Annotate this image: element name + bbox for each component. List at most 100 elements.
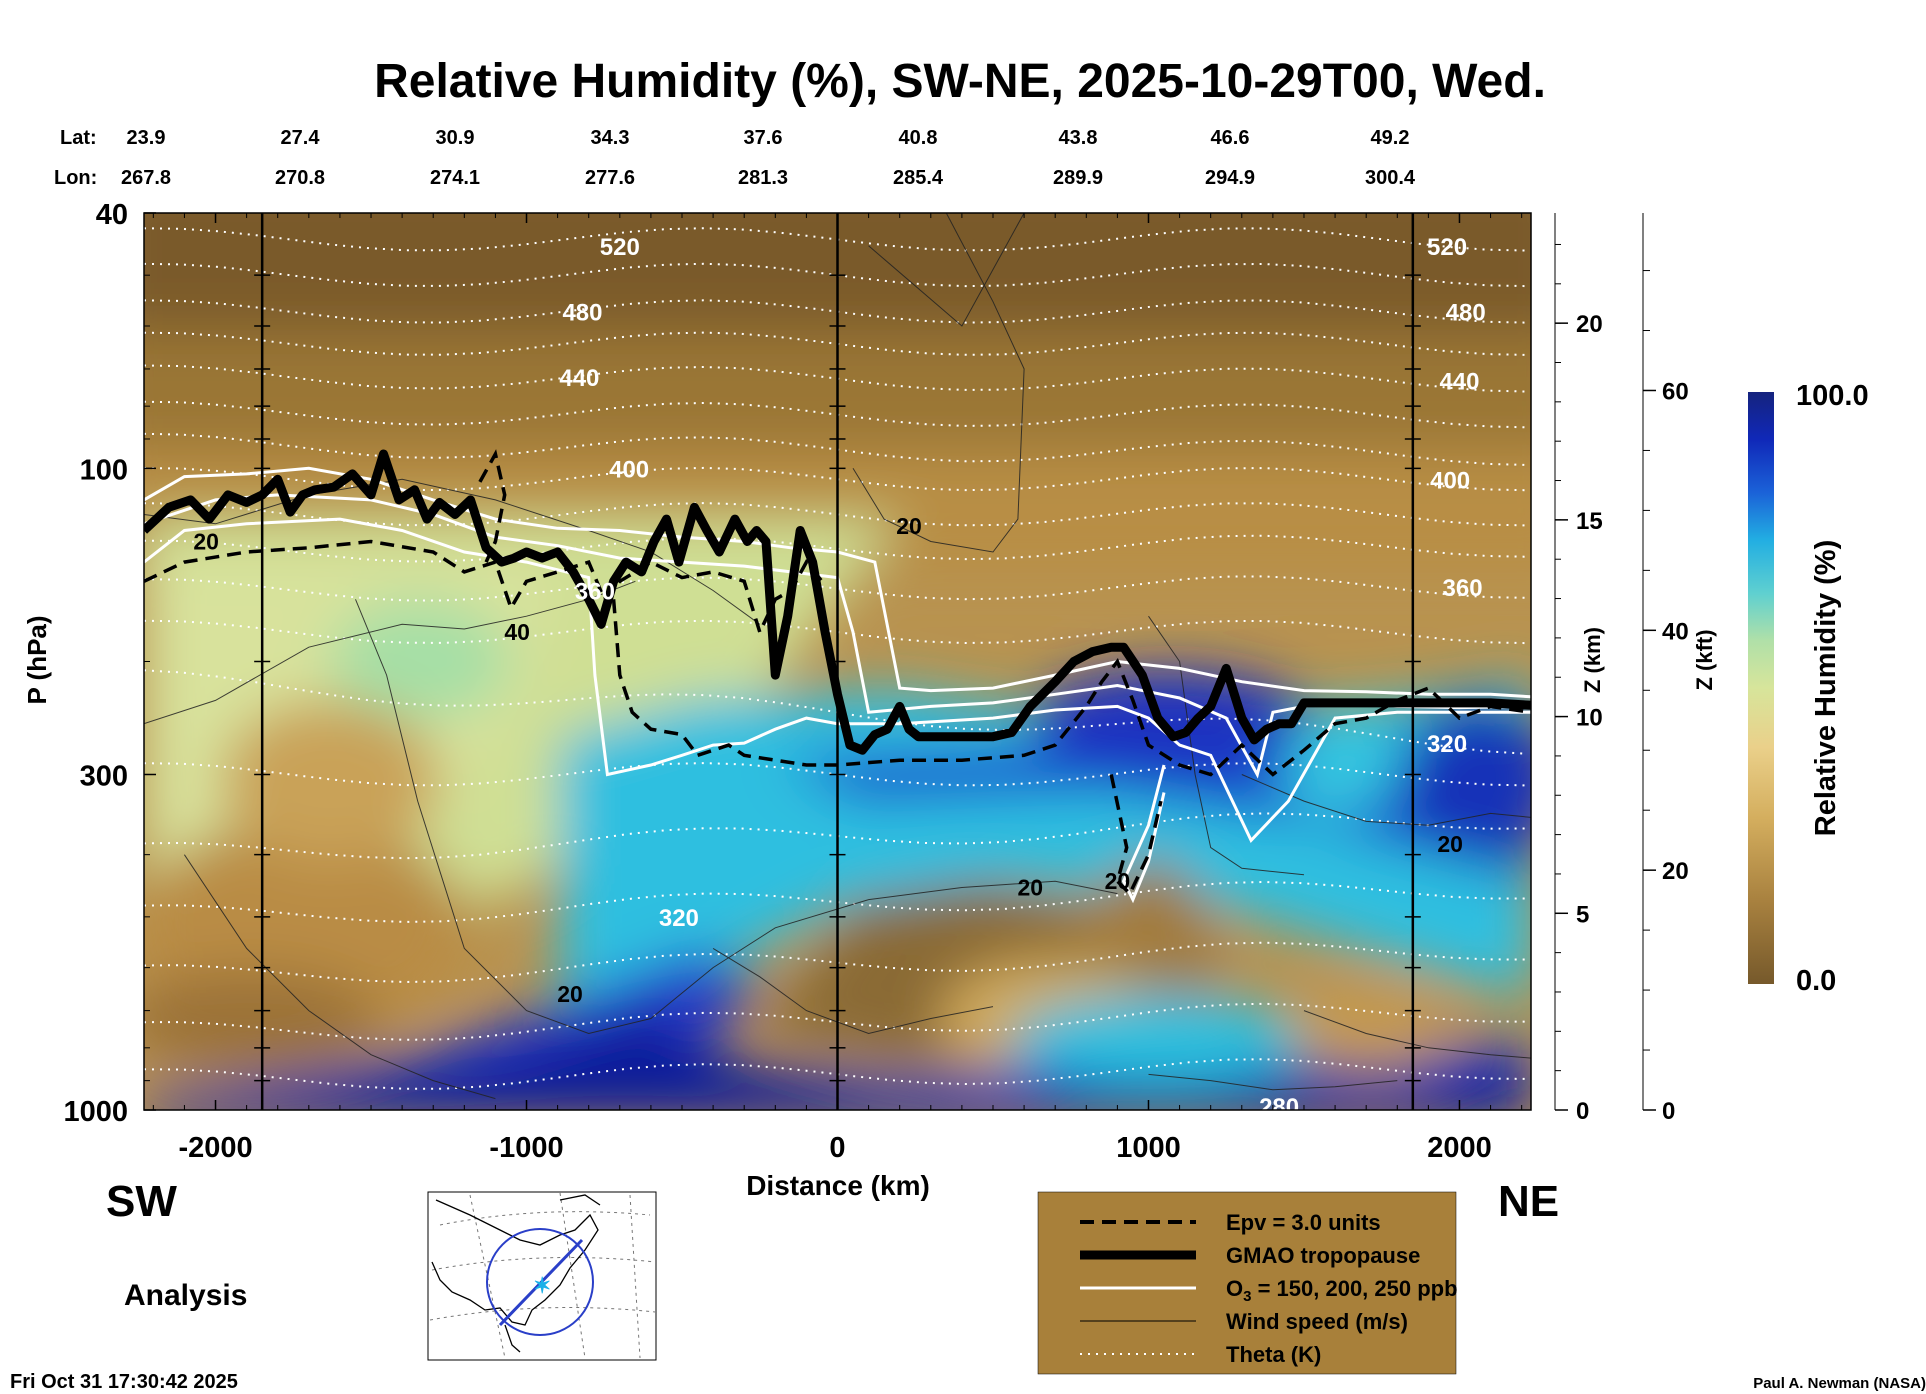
y-tick-label: 100: [80, 454, 128, 486]
epv-contour: [1109, 774, 1163, 897]
theta-contour-label: 480: [562, 300, 602, 327]
section-center-marker: ✶: [533, 1273, 551, 1298]
wind-speed-contour: [355, 599, 1118, 1035]
legend-label-tropopause: GMAO tropopause: [1226, 1243, 1420, 1268]
x-axis-label: Distance (km): [746, 1170, 930, 1201]
ozone-contour: [144, 493, 1531, 779]
lon-value: 270.8: [275, 167, 325, 189]
lat-value: 43.8: [1059, 127, 1098, 149]
legend-label-epv: Epv = 3.0 units: [1226, 1210, 1381, 1235]
legend-label-ozone: O3 = 150, 200, 250 ppb: [1226, 1276, 1458, 1305]
lat-value: 23.9: [127, 127, 166, 149]
theta-contour-label: 440: [559, 365, 599, 392]
legend: Epv = 3.0 units GMAO tropopause O3 = 150…: [1037, 1191, 1458, 1375]
y-tick-label: 40: [96, 199, 128, 231]
colorbar-max-label: 100.0: [1796, 380, 1869, 412]
y-tick-label: 300: [80, 760, 128, 792]
theta-contour-label: 440: [1439, 369, 1479, 396]
wind-speed-contour: [852, 213, 1025, 553]
lon-value: 289.9: [1053, 167, 1103, 189]
lon-value: 285.4: [893, 167, 944, 189]
theta-contour-label: 320: [659, 905, 699, 932]
legend-label-wind: Wind speed (m/s): [1226, 1309, 1408, 1334]
wind-speed-contour: [868, 213, 1025, 327]
theta-contour: [144, 669, 1525, 755]
inset-map: ✶: [427, 1191, 657, 1361]
theta-contour-label: 360: [575, 578, 615, 605]
theta-contour-label: 320: [1427, 731, 1467, 758]
colorbar-min-label: 0.0: [1796, 965, 1836, 997]
z-kft-tick-label: 60: [1662, 378, 1689, 405]
inset-map-frame: [427, 1191, 657, 1361]
theta-contour-label: 280: [1259, 1094, 1299, 1121]
epv-contour: [144, 539, 824, 637]
plot-area: 520480440400360320520480440400360320280 …: [144, 213, 1531, 1121]
x-tick-label: -1000: [489, 1132, 563, 1164]
lat-value: 46.6: [1211, 127, 1250, 149]
x-tick-label: 2000: [1427, 1132, 1492, 1164]
colorbar: 100.0 0.0 Relative Humidity (%): [1748, 380, 1869, 997]
theta-contour-label: 520: [600, 234, 640, 261]
z-km-tick-label: 5: [1576, 901, 1589, 928]
theta-contour-label: 360: [1443, 575, 1483, 602]
theta-contour-label: 520: [1427, 234, 1467, 261]
lon-value: 267.8: [121, 167, 171, 189]
lon-value: 294.9: [1205, 167, 1255, 189]
wind-contour-label: 20: [193, 528, 219, 554]
north-america-outline: [431, 1194, 601, 1353]
ozone-contour: [144, 517, 1531, 844]
lat-lon-header: Lat: Lon: 23.9 27.4 30.9 34.3 37.6 40.8 43.8 46…: [54, 127, 1416, 189]
sw-label: SW: [106, 1177, 177, 1226]
z-km-tick-label: 0: [1576, 1098, 1589, 1125]
range-circle: [486, 1228, 594, 1336]
colorbar-title: Relative Humidity (%): [1810, 540, 1842, 837]
wind-speed-contour: [1148, 615, 1305, 876]
z-km-tick-label: 20: [1576, 311, 1603, 338]
z-km-tick-label: 15: [1576, 508, 1603, 535]
wind-contour-label: 20: [1018, 874, 1044, 900]
legend-label-theta: Theta (K): [1226, 1342, 1321, 1367]
wind-contour-label: 40: [504, 619, 530, 645]
z-kft-tick-label: 0: [1662, 1098, 1675, 1125]
x-tick-label: 0: [829, 1132, 845, 1164]
z-km-tick-label: 10: [1576, 705, 1603, 732]
wind-speed-contour: [183, 854, 496, 1100]
lon-value: 281.3: [738, 167, 788, 189]
theta-contour-label: 400: [1430, 467, 1470, 494]
epv-contour: [478, 449, 507, 563]
wind-speed-contour: [1241, 774, 1531, 826]
analysis-label: Analysis: [124, 1279, 247, 1312]
credit: Paul A. Newman (NASA): [1753, 1375, 1926, 1392]
z-kft-tick-label: 40: [1662, 618, 1689, 645]
lat-value: 27.4: [281, 127, 321, 149]
lat-value: 34.3: [591, 127, 630, 149]
epv-contour: [611, 599, 1531, 777]
timestamp: Fri Oct 31 17:30:42 2025: [10, 1371, 238, 1393]
z-kft-axis-label: Z (kft): [1692, 629, 1717, 690]
wind-speed-contour: [144, 580, 636, 725]
ne-label: NE: [1498, 1177, 1559, 1226]
colorbar-gradient: [1748, 392, 1774, 984]
wind-contour-label: 20: [896, 513, 922, 539]
x-tick-label: 1000: [1116, 1132, 1181, 1164]
chart-title: Relative Humidity (%), SW-NE, 2025-10-29…: [374, 55, 1546, 108]
gmao-tropopause-line: [144, 449, 1531, 755]
wind-speed-contour: [1148, 1073, 1398, 1091]
theta-contour-label: 480: [1446, 300, 1486, 327]
lat-label: Lat:: [60, 127, 97, 149]
wind-contour-label: 20: [1105, 868, 1131, 894]
lat-value: 40.8: [899, 127, 938, 149]
z-km-axis-label: Z (km): [1580, 627, 1605, 693]
y-axis-label: P (hPa): [22, 615, 52, 704]
wind-speed-contour: [144, 478, 761, 625]
lon-value: 274.1: [430, 167, 480, 189]
lat-value: 49.2: [1371, 127, 1410, 149]
section-path-line: [498, 1238, 584, 1327]
lon-value: 300.4: [1365, 167, 1416, 189]
wind-contour-label: 20: [557, 981, 583, 1007]
y-tick-label: 1000: [63, 1096, 128, 1128]
lat-value: 37.6: [744, 127, 783, 149]
wind-contour-label: 20: [1437, 831, 1463, 857]
theta-contour-label: 400: [609, 456, 649, 483]
